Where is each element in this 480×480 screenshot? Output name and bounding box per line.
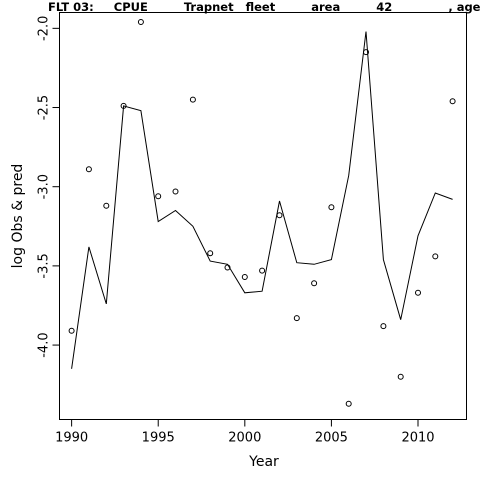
y-tick-label: -3.5: [37, 253, 52, 278]
observed-point: [241, 274, 248, 280]
plot-frame: [59, 12, 467, 420]
x-tick-label: 1995: [142, 431, 175, 446]
observed-point: [207, 250, 214, 257]
observed-point: [155, 193, 162, 200]
x-tick-label: 2010: [401, 431, 434, 446]
observed-point: [68, 327, 75, 334]
observed-point: [449, 98, 456, 105]
observed-point: [137, 19, 144, 25]
axes: 1990 1995 2000 2005 2010 -4.0 -3.5 -3.0 -2.5 -2.0: [37, 16, 435, 446]
observed-point: [276, 212, 283, 219]
y-tick-label: -2.5: [37, 95, 52, 120]
observed-point: [120, 102, 127, 109]
observed-point: [345, 400, 352, 407]
x-tick-label: 2000: [228, 431, 261, 446]
observed-point: [224, 264, 231, 271]
observed-point: [259, 267, 266, 274]
observed-point: [432, 253, 439, 260]
observed-point: [328, 204, 335, 211]
chart-title: FLT 03: CPUE Trapnet fleet area 42 , age…: [48, 0, 480, 14]
y-tick-label: -2.0: [37, 16, 52, 41]
observed-point: [189, 96, 196, 103]
observed-point: [172, 188, 179, 195]
observed-point: [363, 49, 369, 56]
observed-point: [85, 166, 92, 173]
y-tick-label: -3.0: [37, 174, 52, 199]
observed-point: [415, 289, 421, 296]
observed-point: [397, 373, 404, 380]
observed-point: [103, 202, 110, 209]
x-tick-label: 1990: [55, 431, 88, 446]
observed-points: [68, 19, 456, 407]
predicted-series-line: [71, 31, 453, 369]
x-axis-label: Year: [248, 454, 279, 470]
observed-point: [311, 280, 318, 287]
observed-point: [380, 323, 387, 330]
observed-point: [293, 315, 300, 322]
y-axis-label: log Obs & pred: [10, 164, 26, 269]
y-tick-label: -4.0: [37, 332, 52, 357]
x-tick-label: 2005: [315, 431, 348, 446]
